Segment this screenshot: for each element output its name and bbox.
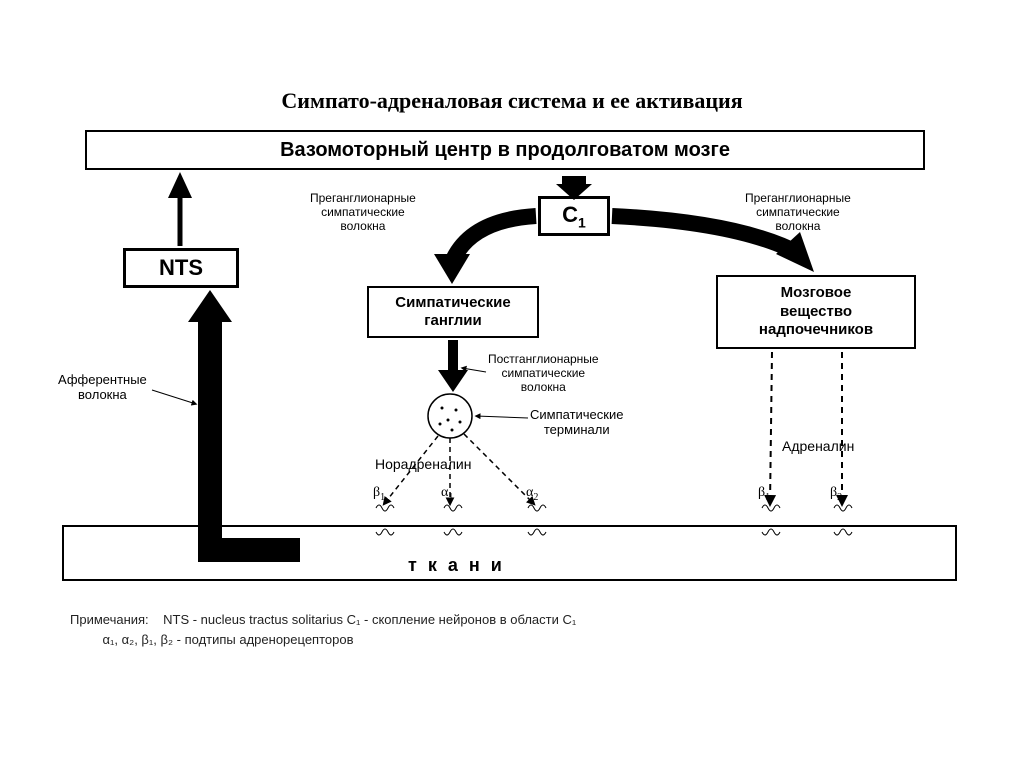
node-vasomotor: Вазомоторный центр в продолговатом мозге [85, 130, 925, 170]
node-adrenal: Мозговое вещество надпочечников [716, 275, 916, 349]
notes-line1: NTS - nucleus tractus solitarius C₁ - ск… [163, 612, 576, 627]
label-adrenaline: Адреналин [782, 438, 854, 454]
node-adrenal-label: Мозговое вещество надпочечников [759, 284, 873, 340]
notes-block: Примечания: NTS - nucleus tractus solita… [70, 610, 576, 649]
diagram-title: Симпато-адреналовая система и ее активац… [0, 88, 1024, 114]
receptor-beta1-right: β1 [758, 485, 770, 503]
receptor-alpha2: α2 [526, 485, 538, 503]
label-pregang-right: Преганглионарные симпатические волокна [745, 192, 851, 233]
node-ganglia-label: Симпатические ганглии [395, 294, 510, 330]
node-ganglia: Симпатические ганглии [367, 286, 539, 338]
receptor-beta1-left: β1 [373, 485, 385, 503]
node-c1-label: C1 [562, 202, 586, 230]
receptor-beta2-right: β2 [830, 485, 842, 503]
node-nts: NTS [123, 248, 239, 288]
label-noradrenaline: Норадреналин [375, 456, 471, 472]
label-terminals: Симпатические терминали [530, 408, 623, 438]
notes-line2: α₁, α₂, β₁, β₂ - подтипы адренорецепторо… [103, 632, 354, 647]
receptor-alpha1: α1 [441, 485, 453, 503]
label-afferent: Афферентные волокна [58, 373, 147, 403]
node-c1: C1 [538, 196, 610, 236]
label-postgang: Постганглионарные симпатические волокна [488, 353, 599, 394]
notes-prefix: Примечания: [70, 612, 149, 627]
tissue-label: ткани [408, 555, 513, 576]
label-pregang-left: Преганглионарные симпатические волокна [310, 192, 416, 233]
node-nts-label: NTS [159, 255, 203, 281]
node-vasomotor-label: Вазомоторный центр в продолговатом мозге [280, 139, 730, 162]
